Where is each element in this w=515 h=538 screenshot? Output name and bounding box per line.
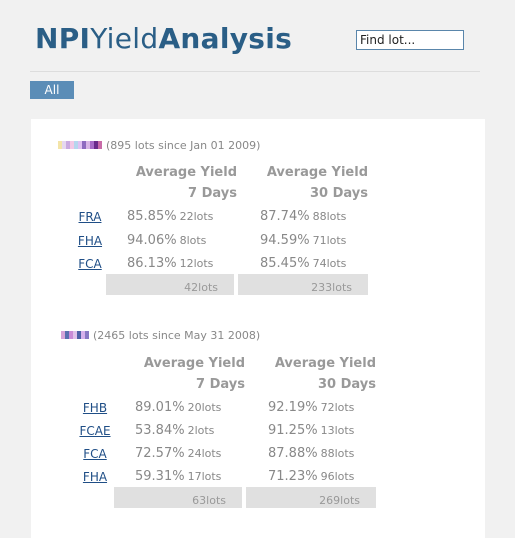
group-header: (895 lots since Jan 01 2009)	[58, 138, 260, 152]
logo-npi: NPI	[35, 22, 91, 55]
logo-yield: Yield	[90, 22, 159, 55]
yield-7day: 85.85% 22lots	[127, 209, 214, 224]
table-row: FCA 72.57% 24lots 87.88% 88lots	[31, 446, 485, 466]
product-code-link[interactable]: FHA	[77, 234, 103, 248]
tab-all[interactable]: All	[30, 81, 74, 99]
results-panel: (895 lots since Jan 01 2009) Average Yie…	[31, 119, 485, 538]
col-30day-header: Average Yield 30 Days	[274, 356, 376, 392]
yield-7day: 72.57% 24lots	[135, 446, 222, 461]
group-summary: (895 lots since Jan 01 2009)	[106, 138, 261, 152]
col-7day-header: Average Yield 7 Days	[143, 356, 245, 392]
yield-7day: 94.06% 8lots	[127, 233, 207, 248]
redacted-product-name	[58, 141, 102, 149]
table-row: FHA 94.06% 8lots 94.59% 71lots	[31, 233, 485, 253]
table-row: FCAE 53.84% 2lots 91.25% 13lots	[31, 423, 485, 443]
total-7day: 42lots	[106, 274, 234, 295]
yield-7day: 53.84% 2lots	[135, 423, 215, 438]
yield-30day: 94.59% 71lots	[260, 233, 347, 248]
product-code-link[interactable]: FRA	[78, 210, 102, 224]
product-code-link[interactable]: FHB	[82, 401, 108, 415]
product-code-link[interactable]: FCA	[78, 257, 102, 271]
yield-30day: 71.23% 96lots	[268, 469, 355, 484]
col-30day-header: Average Yield 30 Days	[266, 165, 368, 201]
table-row: FHA 59.31% 17lots 71.23% 96lots	[31, 469, 485, 489]
table-row: FHB 89.01% 20lots 92.19% 72lots	[31, 400, 485, 420]
total-30day: 233lots	[238, 274, 368, 295]
product-code-link[interactable]: FCA	[83, 447, 107, 461]
yield-7day: 86.13% 12lots	[127, 256, 214, 271]
product-code-link[interactable]: FHA	[82, 470, 108, 484]
yield-30day: 91.25% 13lots	[268, 423, 355, 438]
app-logo: NPIYieldAnalysis	[35, 22, 292, 55]
product-code-link[interactable]: FCAE	[79, 424, 111, 438]
yield-30day: 92.19% 72lots	[268, 400, 355, 415]
yield-30day: 87.74% 88lots	[260, 209, 347, 224]
table-row: FCA 86.13% 12lots 85.45% 74lots	[31, 256, 485, 276]
table-row: FRA 85.85% 22lots 87.74% 88lots	[31, 209, 485, 229]
yield-7day: 59.31% 17lots	[135, 469, 222, 484]
total-7day: 63lots	[114, 487, 242, 508]
col-7day-header: Average Yield 7 Days	[135, 165, 237, 201]
logo-analysis: Analysis	[158, 22, 293, 55]
yield-7day: 89.01% 20lots	[135, 400, 222, 415]
redacted-product-name	[61, 331, 89, 339]
yield-30day: 87.88% 88lots	[268, 446, 355, 461]
header-divider	[30, 71, 480, 72]
yield-30day: 85.45% 74lots	[260, 256, 347, 271]
find-lot-input[interactable]	[356, 30, 464, 50]
total-30day: 269lots	[246, 487, 376, 508]
group-summary: (2465 lots since May 31 2008)	[93, 328, 261, 342]
group-header: (2465 lots since May 31 2008)	[61, 328, 260, 342]
